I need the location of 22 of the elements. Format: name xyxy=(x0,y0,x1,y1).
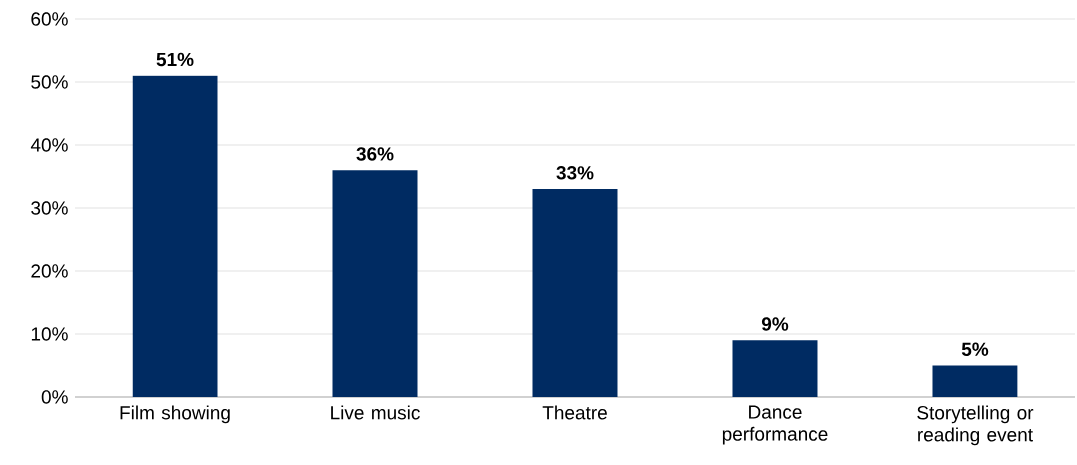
y-tick-label: 20% xyxy=(31,264,68,278)
bar xyxy=(932,365,1018,397)
x-tick-label: Theatre xyxy=(542,405,607,420)
x-tick-label: Storytelling or reading event xyxy=(917,405,1034,446)
x-tick-label: Live music xyxy=(331,405,420,420)
x-tick-label: Film showing xyxy=(120,405,230,424)
bar xyxy=(732,340,818,397)
y-tick-label: 40% xyxy=(30,138,68,152)
bar xyxy=(332,170,418,397)
y-tick-label: 60% xyxy=(31,12,68,26)
y-tick-label: 0% xyxy=(41,390,68,404)
bar xyxy=(532,189,618,397)
data-label: 5% xyxy=(961,342,989,356)
y-tick-label: 30% xyxy=(31,201,68,215)
x-tick-label: Dance performance xyxy=(722,405,828,445)
y-tick-label: 10% xyxy=(31,327,68,341)
data-label: 51% xyxy=(156,52,194,67)
data-label: 9% xyxy=(761,317,789,331)
y-tick-label: 50% xyxy=(31,75,68,89)
data-label: 36% xyxy=(356,147,394,161)
data-label: 33% xyxy=(556,166,594,180)
bar xyxy=(132,75,218,397)
